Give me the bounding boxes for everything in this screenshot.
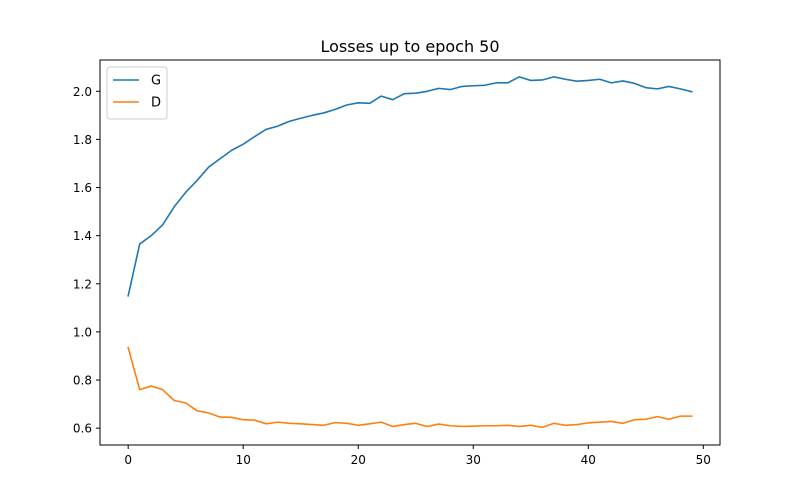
- series-layer: [127, 76, 693, 429]
- y-tick-label: 1.2: [73, 277, 92, 291]
- chart-title: Losses up to epoch 50: [320, 37, 499, 56]
- legend-label-D: D: [151, 96, 161, 111]
- y-tick-label: 0.8: [73, 374, 92, 388]
- y-tick-label: 0.6: [73, 422, 92, 436]
- legend: GD: [106, 66, 168, 120]
- x-tick-label: 40: [581, 453, 596, 467]
- series-line-G: [127, 76, 693, 297]
- x-tick-label: 20: [351, 453, 366, 467]
- y-tick-label: 1.8: [73, 133, 92, 147]
- legend-label-G: G: [151, 74, 161, 89]
- y-tick-label: 1.0: [73, 325, 92, 339]
- y-tick-label: 1.6: [73, 181, 92, 195]
- x-tick-label: 10: [236, 453, 251, 467]
- y-axis: 0.6 0.8 1.0 1.2 1.4 1.6 1.8 2.0: [73, 85, 100, 436]
- y-tick-label: 2.0: [73, 85, 92, 99]
- x-tick-label: 0: [124, 453, 132, 467]
- x-tick-label: 30: [466, 453, 481, 467]
- series-line-D: [127, 346, 693, 429]
- x-axis: 0 10 20 30 40 50: [124, 445, 711, 467]
- plot-area-frame: [99, 59, 721, 446]
- x-tick-label: 50: [696, 453, 711, 467]
- y-tick-label: 1.4: [73, 229, 92, 243]
